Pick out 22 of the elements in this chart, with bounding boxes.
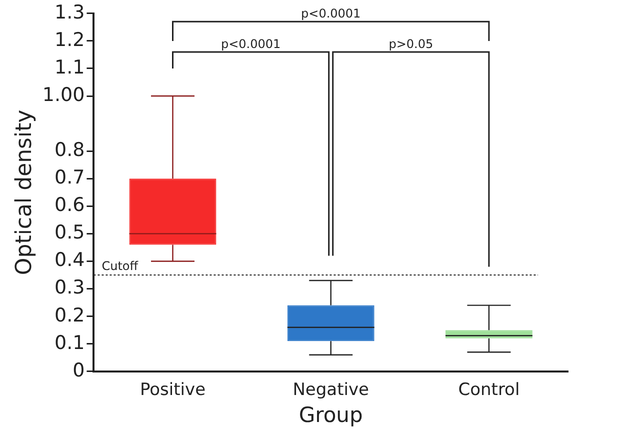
y-tick-label: 0.6: [54, 194, 85, 216]
annotation: p<0.0001: [220, 36, 281, 51]
y-tick-label: 0.8: [54, 139, 85, 162]
ref-line-label: Cutoff: [102, 259, 139, 274]
y-tick-label: 0.7: [54, 166, 85, 189]
x-tick-label: Negative: [292, 380, 369, 400]
annotation: p>0.05: [388, 36, 434, 51]
x-tick-label: Control: [458, 380, 520, 400]
y-tick-label: 0.1: [54, 332, 85, 354]
y-tick-label: 1.1: [54, 56, 85, 78]
y-tick-label: 0.5: [54, 222, 85, 244]
y-tick-label: 0.2: [54, 304, 85, 326]
y-tick-label: 1.2: [54, 28, 85, 51]
y-tick-label: 1.00: [42, 84, 85, 106]
y-tick-label: 0.4: [54, 249, 85, 272]
y-tick-label: 0: [72, 359, 85, 382]
y-tick-label: 1.3: [54, 1, 85, 24]
x-tick-label: Positive: [140, 380, 206, 400]
y-axis-title: Optical density: [12, 110, 37, 276]
y-tick-label: 0.3: [54, 276, 85, 299]
x-axis-title: Group: [298, 402, 363, 427]
annotation: p<0.0001: [301, 6, 361, 21]
